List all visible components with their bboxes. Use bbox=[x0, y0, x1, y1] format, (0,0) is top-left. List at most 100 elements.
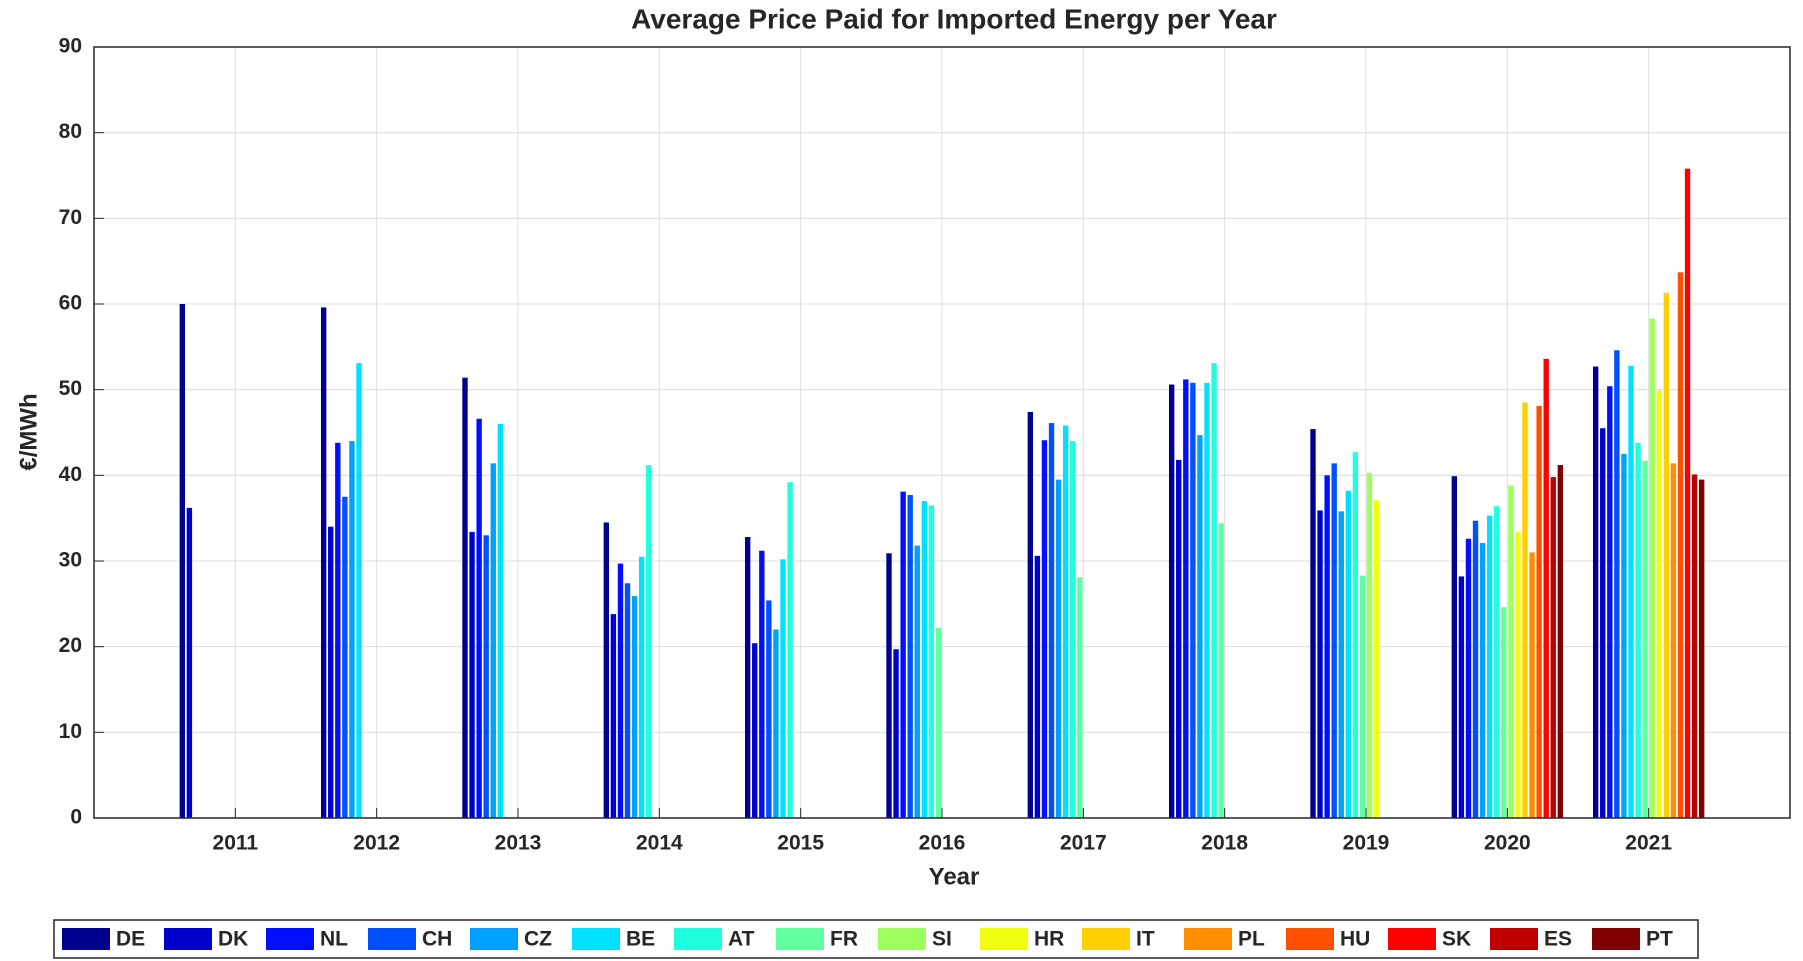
x-tick-label: 2017 bbox=[1060, 832, 1107, 855]
legend-swatch bbox=[1592, 928, 1640, 950]
bar bbox=[752, 643, 758, 818]
y-tick-label: 90 bbox=[59, 35, 82, 58]
x-tick-label: 2020 bbox=[1484, 832, 1531, 855]
y-tick-label: 80 bbox=[59, 120, 82, 143]
bar bbox=[646, 465, 652, 818]
bar bbox=[928, 505, 935, 818]
bar bbox=[1677, 272, 1684, 818]
bar bbox=[1359, 575, 1366, 818]
bar bbox=[1501, 607, 1507, 818]
bar bbox=[1557, 465, 1564, 818]
bar bbox=[893, 649, 899, 818]
legend-label: FR bbox=[830, 928, 858, 951]
bar bbox=[1190, 382, 1196, 818]
bar bbox=[744, 537, 751, 818]
bar bbox=[631, 596, 638, 818]
x-tick-label: 2013 bbox=[495, 832, 542, 855]
legend-label: CH bbox=[422, 928, 452, 951]
bar bbox=[907, 495, 913, 818]
legend-swatch bbox=[1388, 928, 1436, 950]
y-tick-label: 10 bbox=[59, 720, 82, 743]
legend-swatch bbox=[878, 928, 926, 950]
bar bbox=[1197, 435, 1203, 818]
bar bbox=[1168, 384, 1175, 818]
legend-label: SK bbox=[1442, 928, 1471, 951]
bar bbox=[335, 442, 341, 818]
bar bbox=[780, 559, 786, 818]
legend-swatch bbox=[368, 928, 416, 950]
bar bbox=[1684, 168, 1691, 818]
bar bbox=[1331, 463, 1337, 818]
bar bbox=[1670, 463, 1677, 818]
bar bbox=[1592, 366, 1599, 818]
legend-label: NL bbox=[320, 928, 348, 951]
bar bbox=[1550, 477, 1556, 818]
y-tick-label: 60 bbox=[59, 292, 82, 315]
y-axis-label: €/MWh bbox=[15, 393, 42, 470]
bar bbox=[1048, 423, 1055, 818]
bar bbox=[320, 307, 327, 818]
bar bbox=[179, 304, 186, 818]
bar bbox=[1204, 382, 1210, 818]
bar bbox=[1628, 365, 1634, 818]
bar bbox=[497, 423, 504, 818]
bar bbox=[1183, 379, 1189, 818]
bar bbox=[1176, 459, 1182, 818]
bar bbox=[356, 363, 362, 818]
bar bbox=[1458, 576, 1465, 818]
x-tick-label: 2018 bbox=[1201, 832, 1248, 855]
legend-swatch bbox=[62, 928, 110, 950]
bar bbox=[603, 522, 610, 818]
bar bbox=[1310, 429, 1316, 818]
bar bbox=[787, 482, 793, 818]
bar bbox=[1642, 460, 1648, 818]
bar bbox=[342, 496, 348, 818]
legend-swatch bbox=[1490, 928, 1538, 950]
x-tick-label: 2019 bbox=[1343, 832, 1390, 855]
legend-label: CZ bbox=[524, 928, 552, 951]
legend-swatch bbox=[164, 928, 212, 950]
bar bbox=[1317, 510, 1323, 818]
bar bbox=[1515, 531, 1521, 818]
y-tick-label: 70 bbox=[59, 206, 82, 229]
bar bbox=[349, 441, 355, 818]
bar bbox=[1027, 411, 1034, 818]
y-tick-label: 30 bbox=[59, 549, 82, 572]
legend-swatch bbox=[1082, 928, 1130, 950]
legend-label: DK bbox=[218, 928, 248, 951]
bar bbox=[1062, 425, 1069, 818]
bar bbox=[1600, 428, 1606, 818]
bar bbox=[935, 627, 942, 818]
legend-swatch bbox=[980, 928, 1028, 950]
y-tick-label: 0 bbox=[70, 806, 82, 829]
legend-label: HU bbox=[1340, 928, 1370, 951]
bar bbox=[1034, 555, 1041, 818]
bar bbox=[773, 629, 779, 818]
bar bbox=[900, 491, 906, 818]
bar bbox=[1656, 390, 1662, 818]
bar bbox=[1366, 472, 1373, 818]
bar bbox=[1649, 318, 1655, 818]
bar bbox=[476, 418, 482, 818]
bar bbox=[328, 526, 334, 818]
bar bbox=[1486, 515, 1493, 818]
legend-swatch bbox=[776, 928, 824, 950]
bar bbox=[1522, 402, 1528, 818]
bar bbox=[1614, 350, 1620, 818]
bar bbox=[1472, 520, 1479, 818]
legend-label: PT bbox=[1646, 928, 1673, 951]
bar bbox=[1077, 577, 1083, 818]
bar bbox=[1607, 386, 1613, 818]
plot-frame bbox=[93, 46, 1791, 819]
x-axis-label: Year bbox=[929, 863, 980, 890]
bar bbox=[1055, 479, 1062, 818]
bar bbox=[921, 501, 928, 818]
bar bbox=[1663, 292, 1670, 818]
bar bbox=[462, 377, 468, 818]
bar bbox=[483, 535, 489, 818]
bar bbox=[469, 531, 475, 818]
bar bbox=[1070, 441, 1076, 818]
bar bbox=[759, 550, 765, 818]
bar bbox=[1494, 506, 1500, 818]
bar bbox=[617, 563, 624, 818]
